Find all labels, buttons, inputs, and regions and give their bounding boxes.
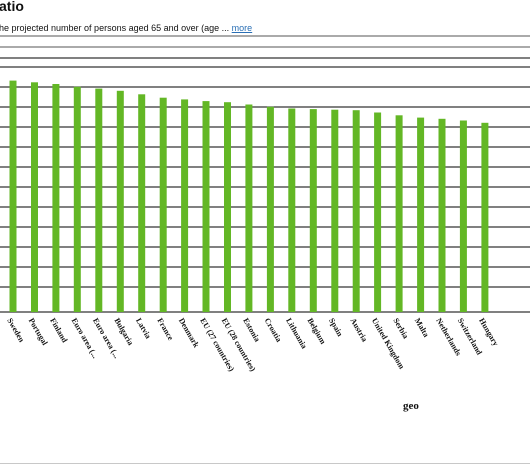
x-tick-label: Hungary: [477, 317, 500, 348]
x-tick-label: Sweden: [5, 317, 26, 345]
bar: [116, 90, 124, 312]
bar: [95, 88, 103, 312]
bar: [245, 104, 253, 312]
chart-subtitle: he projected number of persons aged 65 a…: [0, 23, 252, 33]
bar: [266, 106, 274, 312]
x-tick-label: Spain: [327, 317, 345, 339]
x-tick-label: Malta: [413, 317, 431, 339]
bar: [417, 117, 425, 312]
more-link[interactable]: more: [231, 23, 253, 33]
x-tick-label: France: [155, 317, 175, 343]
x-tick-label: Lithuania: [284, 317, 309, 351]
subtitle-text: he projected number of persons aged 65 a…: [0, 23, 230, 33]
bar: [438, 118, 446, 312]
x-tick-label: Denmark: [177, 317, 201, 350]
bar: [309, 109, 317, 312]
x-tick-label: Estonia: [241, 317, 262, 344]
x-tick-label: Croatia: [263, 317, 284, 344]
bars: [9, 80, 489, 313]
bar: [9, 80, 17, 312]
bar: [202, 101, 210, 312]
bar: [52, 84, 60, 312]
x-tick-label: Belgium: [306, 317, 328, 346]
x-tick-label: Bulgaria: [113, 317, 136, 347]
bar: [159, 97, 167, 312]
chart-title: atio: [0, 0, 24, 14]
bar: [374, 112, 382, 312]
bar: [73, 86, 81, 312]
bar: [181, 99, 189, 313]
bar: [481, 122, 489, 312]
bar: [224, 102, 231, 312]
x-axis-label: geo: [403, 400, 419, 412]
bar: [31, 82, 38, 312]
x-tick-label: Serbia: [391, 317, 410, 341]
x-tick-label: Portugal: [27, 317, 50, 348]
x-tick-label: Austria: [348, 317, 369, 344]
x-tick-label: Finland: [48, 317, 69, 345]
bar: [138, 94, 146, 312]
header-rules: [0, 35, 530, 48]
bar: [352, 110, 360, 312]
x-tick-label: Latvia: [134, 317, 153, 341]
bar: [459, 120, 467, 312]
bar: [288, 108, 296, 312]
bar: [331, 109, 339, 312]
footer-divider: [0, 463, 530, 464]
bar: [395, 115, 403, 312]
